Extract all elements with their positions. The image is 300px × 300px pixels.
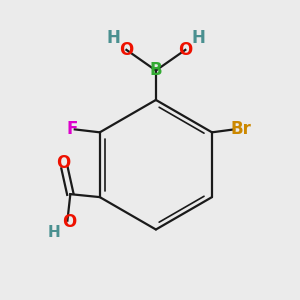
Text: H: H [48, 225, 61, 240]
Text: O: O [62, 213, 76, 231]
Text: O: O [56, 154, 70, 172]
Text: H: H [192, 28, 206, 46]
Text: H: H [106, 28, 120, 46]
Text: F: F [67, 120, 78, 138]
Text: O: O [178, 41, 193, 59]
Text: Br: Br [231, 120, 252, 138]
Text: O: O [119, 41, 134, 59]
Text: B: B [150, 61, 162, 80]
